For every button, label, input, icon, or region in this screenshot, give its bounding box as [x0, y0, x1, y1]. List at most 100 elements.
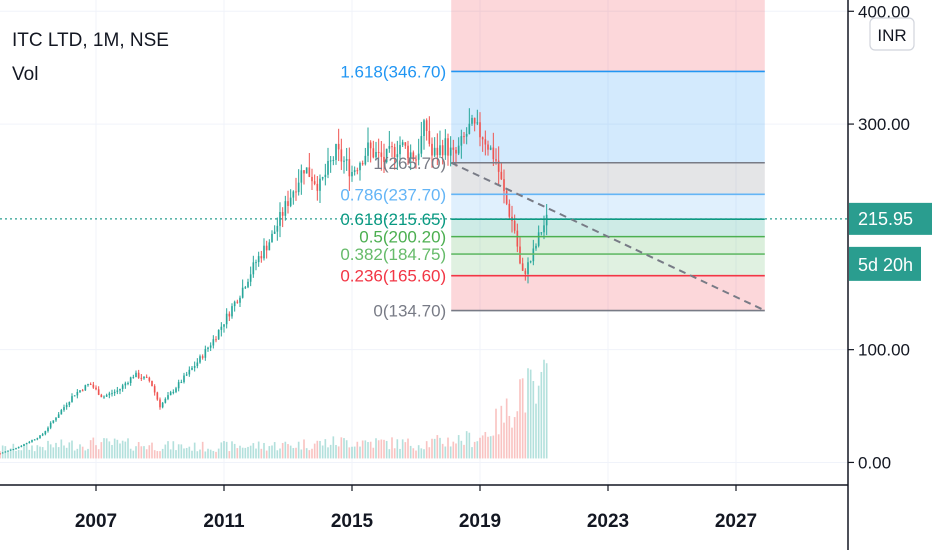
- volume-bar: [231, 441, 233, 459]
- last-price-badge: [849, 202, 932, 235]
- candle-body: [265, 245, 268, 251]
- candle-body: [447, 138, 449, 156]
- volume-bar: [420, 448, 423, 459]
- time-axis-labels[interactable]: 2007 2011 2015 2019 2023 2027: [75, 485, 757, 532]
- volume-bar: [319, 440, 321, 459]
- countdown-badge: [849, 246, 921, 281]
- candle-body: [249, 274, 252, 282]
- time-tick-label[interactable]: 2015: [331, 511, 374, 532]
- volume-bar: [0, 451, 1, 459]
- candle-body: [145, 376, 148, 378]
- currency-button-label[interactable]: INR: [877, 26, 906, 45]
- candle-body: [28, 441, 31, 444]
- price-tick-label[interactable]: 400.00: [858, 2, 910, 21]
- volume-bar: [172, 441, 175, 459]
- candle-body: [273, 231, 276, 234]
- volume-bar: [68, 442, 71, 459]
- candle-body: [495, 159, 497, 161]
- time-tick-label[interactable]: 2019: [459, 511, 501, 532]
- volume-bar: [199, 449, 201, 459]
- candle-body: [353, 170, 356, 172]
- candle-body: [217, 329, 220, 340]
- candle-body: [60, 410, 63, 415]
- volume-bar: [183, 448, 185, 459]
- candle-body: [124, 383, 127, 386]
- volume-bar: [367, 442, 369, 459]
- volume-bar: [92, 437, 95, 459]
- candle-body: [287, 201, 289, 206]
- volume-bar: [409, 445, 412, 459]
- volume-bar: [239, 445, 241, 459]
- candle-body: [420, 136, 423, 154]
- volume-bar: [345, 440, 348, 459]
- candle-body: [444, 138, 447, 156]
- candle-body: [33, 439, 36, 441]
- currency-button[interactable]: INR: [869, 17, 915, 51]
- volume-bar: [433, 438, 436, 459]
- volume-bar: [1, 445, 4, 459]
- time-tick-label[interactable]: 2027: [715, 511, 757, 532]
- candle-body: [431, 143, 433, 156]
- candle-body: [521, 263, 524, 271]
- volume-bar: [449, 446, 452, 459]
- volume-bar: [391, 437, 393, 459]
- fib-level-label: 0.236(165.60): [340, 267, 446, 286]
- candle-body: [41, 434, 44, 436]
- volume-bar: [265, 450, 268, 459]
- volume-indicator-label[interactable]: Vol: [12, 64, 39, 85]
- volume-bar: [425, 441, 428, 459]
- price-axis-labels[interactable]: 400.00 300.00 100.00 0.00: [848, 2, 910, 472]
- candle-body: [57, 414, 60, 418]
- volume-bar: [383, 439, 385, 459]
- time-tick-label[interactable]: 2011: [203, 511, 245, 532]
- volume-bar: [543, 359, 545, 459]
- volume-bar: [495, 408, 497, 459]
- volume-bar: [12, 443, 15, 459]
- volume-bar: [111, 444, 113, 459]
- candle-body: [97, 389, 100, 395]
- volume-bar: [545, 363, 548, 459]
- candle-body: [457, 145, 460, 154]
- candle-body: [412, 152, 415, 160]
- candle-body: [343, 160, 345, 162]
- candle-body: [361, 163, 364, 165]
- volume-bar: [191, 450, 193, 459]
- candle-body: [169, 392, 172, 396]
- price-tick-label[interactable]: 300.00: [858, 115, 910, 134]
- volume-bar: [65, 447, 68, 459]
- volume-bar: [148, 445, 151, 459]
- candle-body: [535, 245, 537, 249]
- volume-bar: [119, 443, 121, 459]
- volume-bar: [76, 448, 79, 459]
- price-tick-label[interactable]: 100.00: [858, 341, 910, 360]
- trend-line[interactable]: [450, 161, 766, 312]
- trend-line-dashed[interactable]: [450, 161, 766, 312]
- volume-bar: [359, 446, 361, 459]
- time-tick-label[interactable]: 2007: [75, 511, 117, 532]
- candle-body: [137, 372, 140, 378]
- volume-bar: [321, 445, 324, 459]
- price-tick-label[interactable]: 0.00: [858, 453, 891, 472]
- candle-body: [292, 191, 295, 198]
- candle-body: [449, 147, 452, 156]
- candle-body: [55, 417, 57, 421]
- volume-bar: [247, 446, 249, 459]
- candle-body: [68, 401, 71, 405]
- volume-bar: [463, 444, 465, 459]
- candle-body: [17, 446, 20, 449]
- volume-bar: [223, 441, 225, 459]
- fib-level-label: 1.618(346.70): [340, 62, 446, 81]
- volume-bar: [276, 450, 279, 459]
- candle-body: [345, 159, 348, 161]
- candle-body: [433, 147, 436, 156]
- volume-bar: [140, 446, 143, 459]
- time-tick-label[interactable]: 2023: [587, 511, 629, 532]
- volume-bar: [292, 448, 295, 459]
- candle-body: [391, 146, 393, 148]
- candle-body: [471, 117, 473, 124]
- symbol-title[interactable]: ITC LTD, 1M, NSE: [12, 30, 169, 51]
- candle-body: [529, 261, 532, 263]
- volume-bar: [513, 417, 516, 459]
